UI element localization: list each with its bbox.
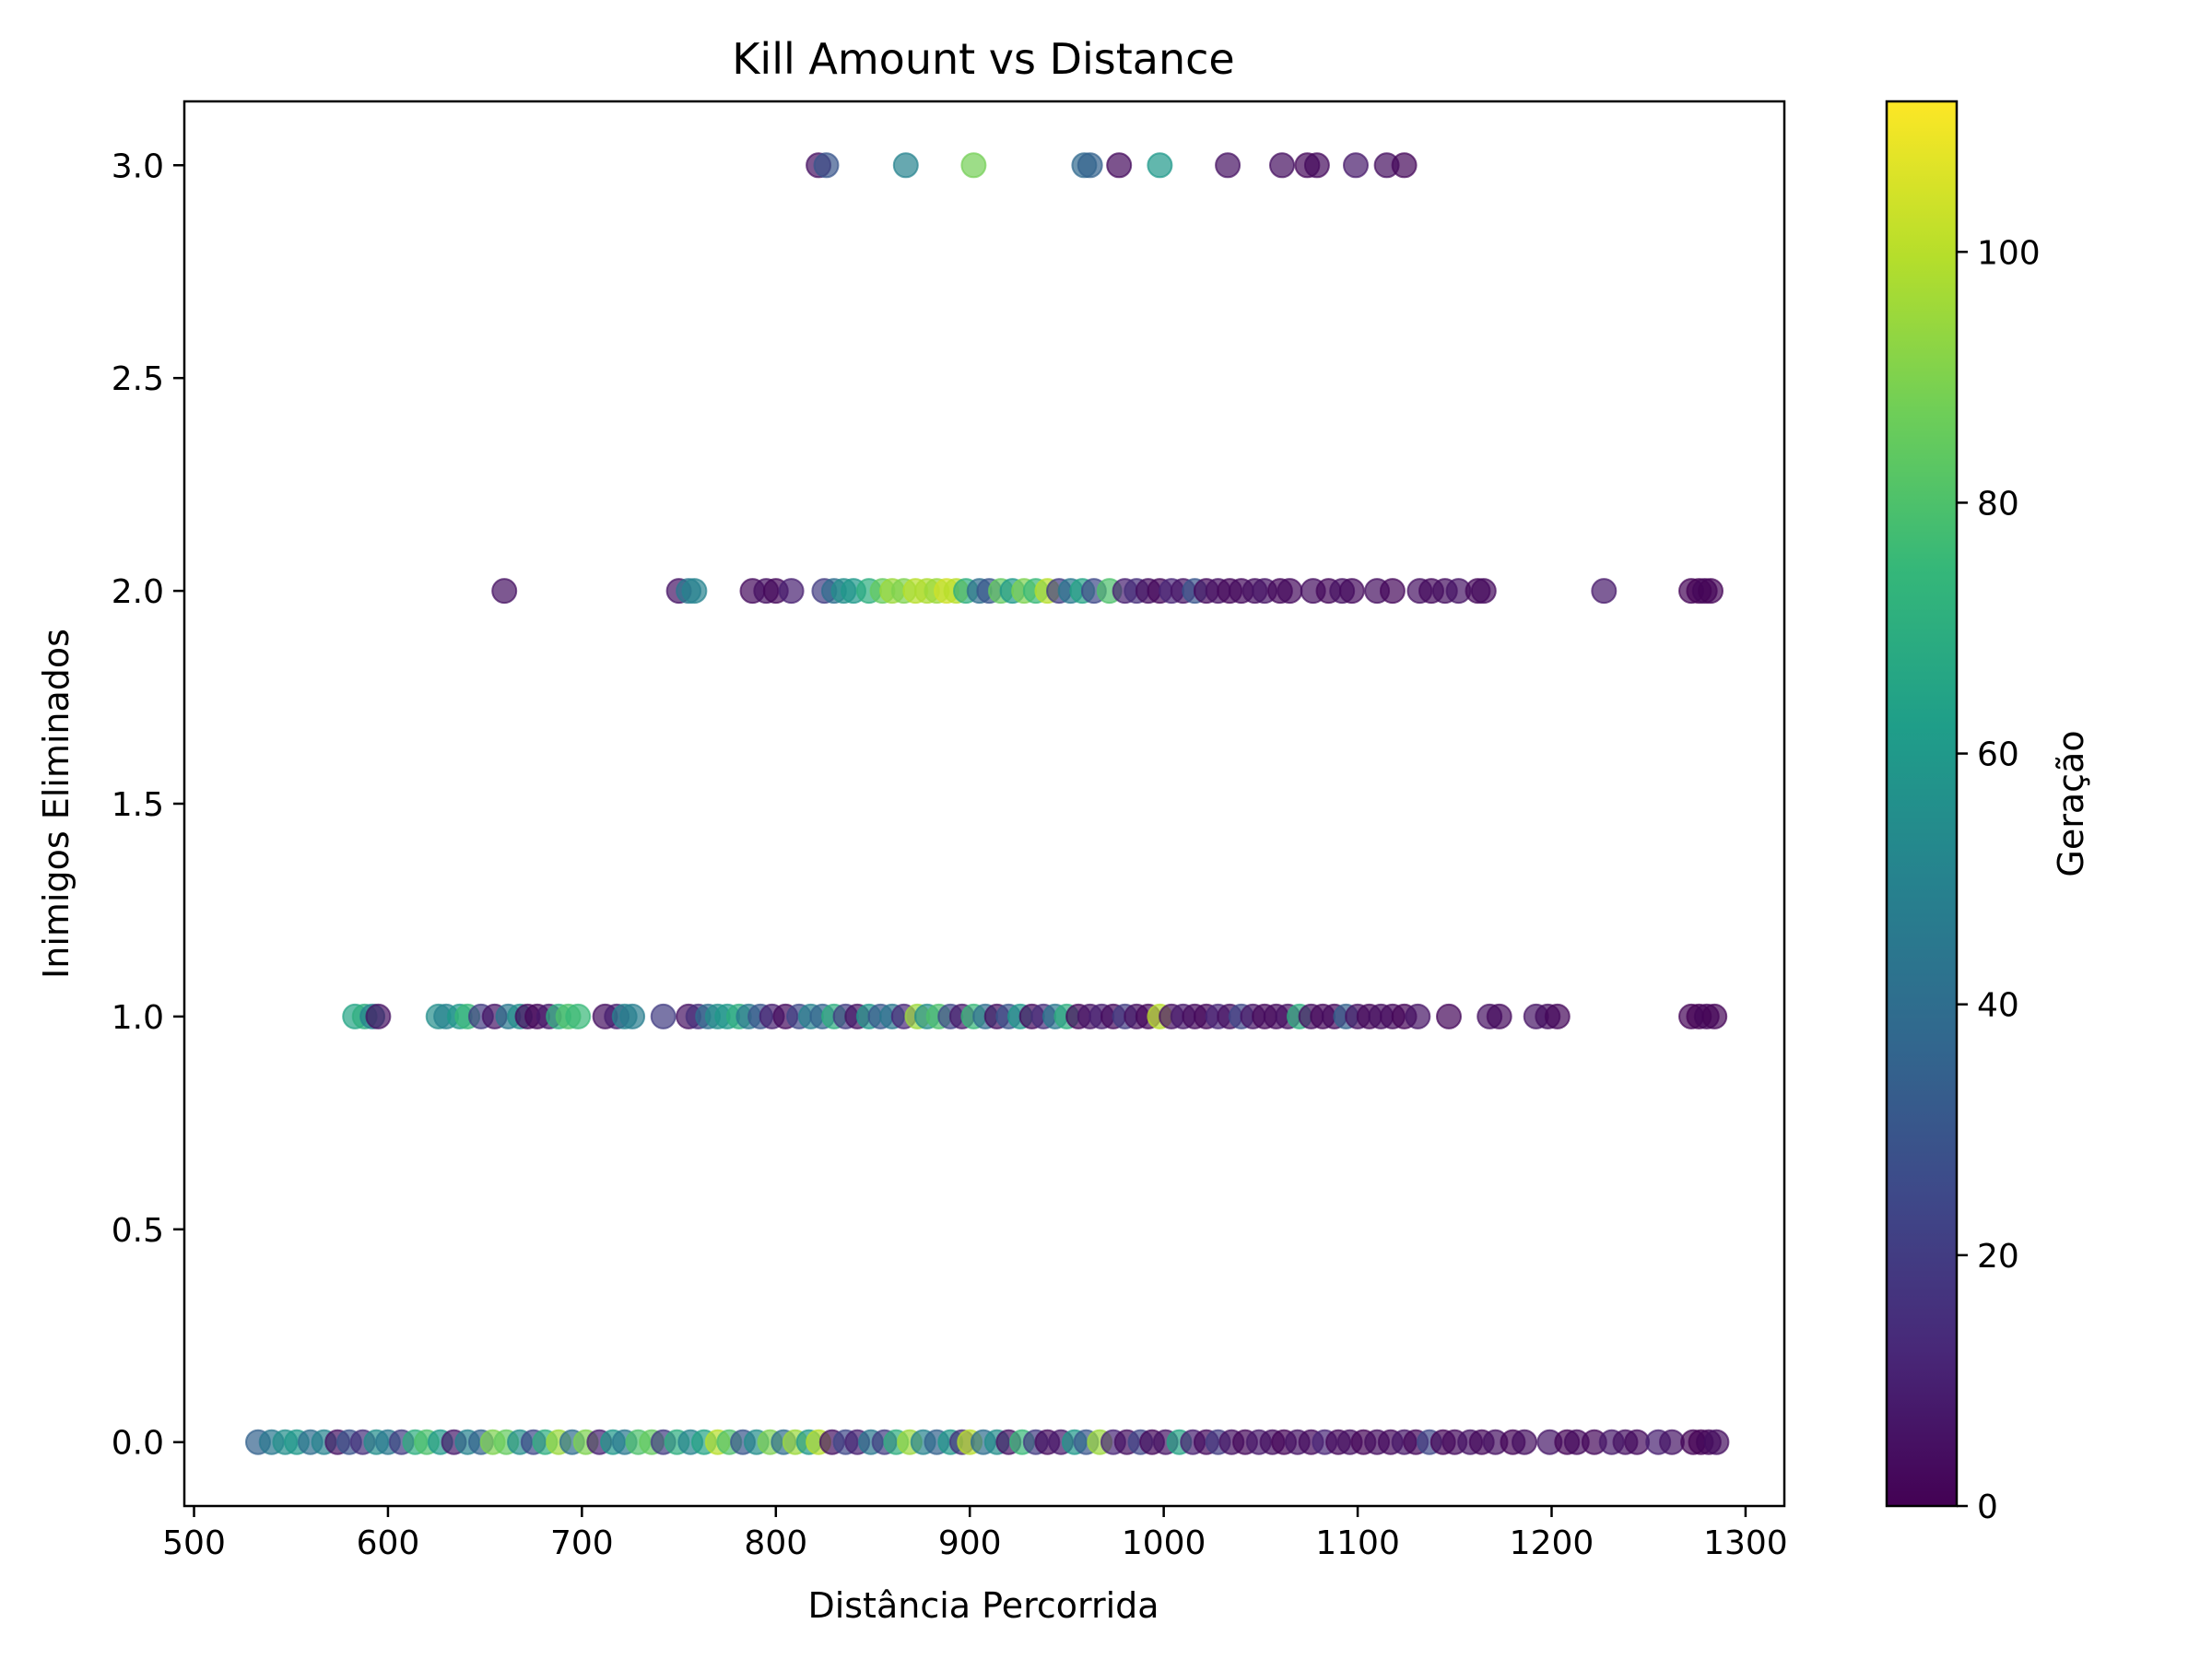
y-tick-label: 0.0 (112, 1425, 164, 1463)
data-point (1215, 152, 1241, 179)
data-point (1277, 578, 1303, 605)
x-tick-label: 600 (357, 1524, 420, 1562)
data-point (1379, 578, 1406, 605)
data-point (1391, 152, 1418, 179)
data-point (1405, 1003, 1431, 1030)
y-tick-label: 1.0 (112, 999, 164, 1037)
x-tick-label: 700 (550, 1524, 614, 1562)
x-axis-ticks: 500 600 700 800 900 1000 1100 1200 1300 (162, 1506, 1788, 1562)
y-tick-label: 1.5 (112, 786, 164, 824)
data-point (1106, 152, 1133, 179)
x-axis-label: Distância Percorrida (807, 1585, 1159, 1626)
data-point (1303, 152, 1330, 179)
colorbar-tick-label: 60 (1977, 736, 2019, 774)
x-tick-label: 1100 (1315, 1524, 1400, 1562)
data-point (1343, 152, 1369, 179)
data-point (1077, 152, 1103, 179)
colorbar-tick-label: 100 (1977, 234, 2041, 272)
colorbar-tick-label: 40 (1977, 987, 2019, 1025)
data-point (1269, 152, 1295, 179)
colorbar-label: Geração (2051, 730, 2091, 877)
y-axis-label: Inimigos Eliminados (36, 629, 76, 979)
data-point (813, 152, 840, 179)
colorbar-tick-label: 20 (1977, 1238, 2019, 1276)
colorbar-ticks: 0 20 40 60 80 100 (1957, 234, 2041, 1526)
y-tick-label: 3.0 (112, 147, 164, 185)
colorbar-tick-label: 0 (1977, 1488, 1998, 1526)
data-point (565, 1003, 592, 1030)
data-point (619, 1003, 646, 1030)
data-point (365, 1003, 392, 1030)
y-tick-label: 0.5 (112, 1212, 164, 1250)
data-point (1703, 1429, 1730, 1455)
y-tick-label: 2.0 (112, 573, 164, 611)
data-point (1591, 578, 1618, 605)
y-axis-ticks: 0.0 0.5 1.0 1.5 2.0 2.5 3.0 (112, 147, 184, 1463)
x-tick-label: 900 (938, 1524, 1002, 1562)
x-tick-label: 1000 (1122, 1524, 1206, 1562)
data-point (1486, 1003, 1512, 1030)
data-point (681, 578, 708, 605)
data-points (245, 152, 1730, 1455)
data-point (1147, 152, 1173, 179)
data-point (1701, 1003, 1728, 1030)
data-point (960, 152, 987, 179)
colorbar (1885, 100, 1959, 1508)
chart-title: Kill Amount vs Distance (732, 34, 1234, 84)
data-point (1544, 1003, 1571, 1030)
x-tick-label: 1200 (1510, 1524, 1594, 1562)
data-point (778, 578, 805, 605)
data-point (491, 578, 518, 605)
data-point (650, 1003, 677, 1030)
x-tick-label: 1300 (1703, 1524, 1788, 1562)
x-tick-label: 800 (744, 1524, 807, 1562)
data-point (1698, 578, 1724, 605)
x-tick-label: 500 (162, 1524, 226, 1562)
data-point (1436, 1003, 1462, 1030)
data-point (1512, 1429, 1537, 1455)
data-point (1470, 578, 1497, 605)
data-point (892, 152, 919, 179)
colorbar-tick-label: 80 (1977, 485, 2019, 523)
data-point (1338, 578, 1365, 605)
y-tick-label: 2.5 (112, 360, 164, 398)
